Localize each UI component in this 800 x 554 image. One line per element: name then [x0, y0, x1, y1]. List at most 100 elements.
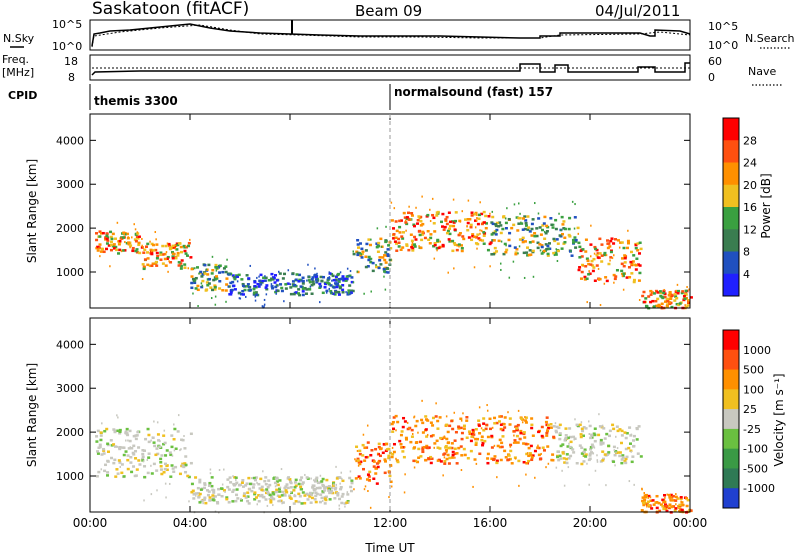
velocity-echo-mark: [310, 477, 312, 480]
power-echo-mark: [319, 301, 321, 304]
velocity-echo-mark: [283, 494, 287, 497]
power-echo-mark: [264, 276, 268, 280]
velocity-echo-mark: [540, 452, 542, 455]
power-echo-mark: [241, 289, 245, 293]
velocity-echo-mark: [289, 486, 293, 489]
power-echo-mark: [464, 218, 468, 221]
power-echo-mark: [171, 251, 175, 254]
power-echo-mark: [548, 247, 552, 251]
power-echo-mark: [490, 253, 494, 256]
velocity-echo-mark: [258, 487, 262, 490]
power-echo-mark: [493, 230, 497, 233]
power-echo-mark: [476, 242, 480, 246]
velocity-echo-mark: [635, 438, 639, 441]
velocity-echo-mark: [403, 491, 406, 494]
velocity-echo-mark: [681, 503, 685, 507]
power-echo-mark: [461, 210, 464, 213]
power-echo-mark: [377, 266, 381, 270]
power-echo-mark: [375, 263, 377, 266]
velocity-echo-mark: [159, 468, 163, 471]
power-echo-mark: [590, 224, 592, 227]
power-echo-mark: [477, 237, 481, 240]
power-echo-mark: [165, 251, 168, 254]
velocity-echo-mark: [241, 485, 245, 488]
power-echo-mark: [254, 295, 257, 298]
velocity-echo-mark: [388, 496, 390, 499]
power-echo-mark: [224, 270, 228, 274]
velocity-echo-mark: [569, 440, 573, 444]
power-echo-mark: [109, 265, 111, 268]
power-echo-mark: [673, 293, 677, 296]
velocity-echo-mark: [251, 477, 253, 480]
velocity-echo-mark: [165, 496, 167, 499]
velocity-echo-mark: [164, 454, 168, 457]
power-echo-mark: [431, 197, 434, 200]
velocity-echo-mark: [155, 469, 159, 472]
velocity-echo-mark: [98, 445, 102, 449]
power-echo-mark: [349, 293, 351, 296]
power-echo-mark: [368, 243, 372, 247]
power-echo-mark: [400, 235, 404, 238]
power-echo-mark: [224, 289, 228, 292]
power-echo-mark: [539, 233, 543, 236]
velocity-echo-mark: [387, 456, 391, 460]
velocity-echo-mark: [299, 485, 303, 489]
velocity-echo-mark: [524, 442, 528, 446]
power-echo-mark: [620, 272, 623, 275]
power-echo-mark: [517, 252, 519, 255]
power-echo-mark: [577, 232, 580, 235]
power-echo-mark: [180, 250, 184, 254]
power-echo-mark: [405, 222, 409, 226]
power-echo-mark: [155, 243, 159, 246]
power-echo-mark: [520, 221, 522, 224]
velocity-echo-mark: [235, 488, 239, 491]
power-echo-mark: [432, 216, 436, 220]
power-echo-mark: [325, 289, 329, 293]
velocity-echo-mark: [472, 485, 474, 488]
power-echo-mark: [149, 240, 151, 243]
power-echo-mark: [193, 281, 197, 285]
power-echo-mark: [325, 281, 329, 284]
velocity-echo-mark: [436, 446, 440, 449]
velocity-echo-mark: [143, 465, 147, 468]
velocity-echo-mark: [506, 458, 510, 462]
power-echo-mark: [339, 271, 342, 274]
velocity-echo-mark: [357, 461, 361, 464]
power-echo-mark: [259, 273, 263, 277]
power-echo-mark: [421, 230, 425, 234]
power-echo-mark: [335, 285, 339, 289]
velocity-echo-mark: [499, 423, 503, 426]
velocity-echo-mark: [288, 480, 292, 483]
velocity-echo-mark: [481, 435, 483, 438]
velocity-echo-mark: [381, 451, 385, 455]
power-echo-mark: [411, 249, 415, 252]
velocity-echo-mark: [579, 435, 583, 439]
velocity-echo-mark: [519, 431, 523, 435]
velocity-echo-mark: [174, 447, 178, 450]
velocity-echo-mark: [151, 436, 155, 440]
power-echo-mark: [558, 234, 562, 237]
velocity-echo-mark: [162, 471, 166, 474]
power-echo-mark: [537, 212, 540, 215]
velocity-echo-mark: [677, 506, 681, 510]
power-echo-mark: [155, 251, 159, 255]
velocity-echo-mark: [384, 460, 388, 463]
velocity-echo-mark: [356, 459, 360, 462]
power-echo-mark: [255, 293, 259, 297]
velocity-echo-mark: [233, 476, 237, 479]
power-echo-mark: [301, 276, 305, 280]
power-echo-mark: [258, 275, 260, 278]
velocity-echo-mark: [336, 494, 340, 497]
velocity-echo-mark: [646, 505, 648, 508]
power-echo-mark: [454, 211, 458, 214]
velocity-echo-mark: [571, 448, 575, 451]
velocity-echo-mark: [217, 493, 221, 496]
power-echo-mark: [541, 228, 545, 232]
velocity-echo-mark: [669, 493, 673, 497]
power-echo-mark: [248, 289, 252, 292]
power-echo-mark: [428, 242, 432, 245]
velocity-echo-mark: [417, 456, 421, 459]
velocity-echo-mark: [154, 453, 158, 457]
velocity-colorbar-segment: [723, 349, 739, 371]
velocity-echo-mark: [641, 499, 645, 503]
